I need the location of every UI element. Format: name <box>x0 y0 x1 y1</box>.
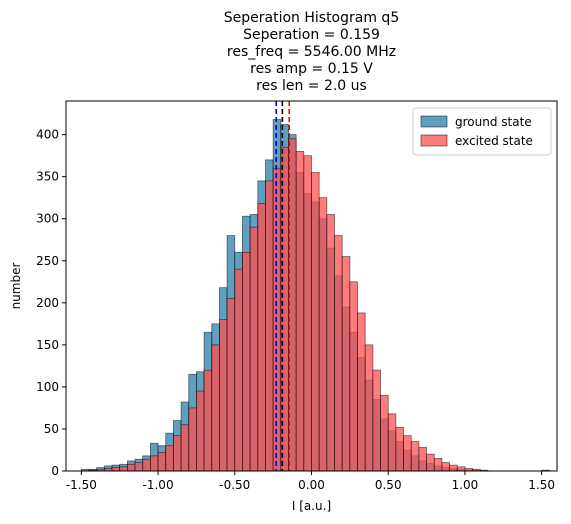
title-line-2: res_freq = 5546.00 MHz <box>227 44 396 60</box>
legend-swatch-0 <box>420 115 448 128</box>
excited-bar-35 <box>357 312 366 472</box>
excited-bar-29 <box>311 172 320 472</box>
y-tick-label-3: 150 <box>36 338 59 352</box>
x-tick-label-0: -1.50 <box>66 478 97 492</box>
excited-bar-32 <box>334 235 343 472</box>
excited-bar-28 <box>303 155 312 472</box>
excited-bar-22 <box>257 203 266 472</box>
excited-bar-47 <box>449 464 458 472</box>
excited-bar-38 <box>380 394 389 472</box>
excited-bar-16 <box>211 344 220 472</box>
excited-bar-41 <box>403 435 412 472</box>
y-tick-label-8: 400 <box>36 128 59 142</box>
excited-bar-45 <box>433 457 443 472</box>
excited-bar-20 <box>242 251 251 472</box>
excited-bar-21 <box>249 226 259 472</box>
excited-bar-7 <box>142 458 151 472</box>
title-line-3: res amp = 0.15 V <box>250 61 373 77</box>
excited-bar-13 <box>188 407 197 472</box>
excited-bar-23 <box>265 180 274 472</box>
x-tick-label-6: 1.50 <box>528 478 555 492</box>
excited-bar-46 <box>441 462 450 472</box>
excited-bar-15 <box>203 369 213 472</box>
excited-bar-5 <box>126 463 136 472</box>
excited-bar-36 <box>364 344 374 472</box>
excited-bar-18 <box>226 298 236 472</box>
legend-box <box>412 107 552 156</box>
excited-bar-17 <box>219 319 228 472</box>
excited-bar-34 <box>349 281 358 472</box>
y-tick-label-0: 0 <box>51 464 59 478</box>
y-axis-label: number <box>9 263 23 310</box>
y-tick-label-6: 300 <box>36 212 59 226</box>
excited-bar-9 <box>157 452 167 472</box>
excited-bar-6 <box>134 462 144 472</box>
y-tick-label-7: 350 <box>36 170 59 184</box>
x-axis: -1.50 -1.00 -0.50 0.00 0.50 1.00 1.50 <box>66 471 555 492</box>
excited-bar-10 <box>165 445 174 472</box>
y-tick-label-1: 50 <box>44 422 59 436</box>
excited-bar-8 <box>149 455 159 472</box>
excited-bar-48 <box>456 466 466 472</box>
x-tick-label-3: 0.00 <box>298 478 325 492</box>
mean-lines <box>275 101 291 471</box>
excited-bar-30 <box>318 197 328 472</box>
excited-bar-14 <box>196 390 205 472</box>
legend-label-1: excited state <box>455 134 533 148</box>
excited-bar-39 <box>387 413 397 472</box>
excited-bar-33 <box>341 256 351 472</box>
x-tick-label-5: 1.00 <box>452 478 479 492</box>
excited-bar-43 <box>418 447 427 472</box>
title-line-0: Seperation Histogram q5 <box>224 10 399 26</box>
legend-label-0: ground state <box>455 115 532 129</box>
excited-bar-11 <box>173 435 182 472</box>
excited-bar-12 <box>180 424 190 472</box>
legend-swatch-1 <box>420 134 448 147</box>
excited-bar-4 <box>119 466 128 472</box>
excited-bar-40 <box>395 426 404 472</box>
excited-bar-31 <box>326 214 335 472</box>
y-axis: 0 50 100 150 200 250 300 350 400 <box>36 128 66 478</box>
y-tick-label-2: 100 <box>36 380 59 394</box>
x-tick-label-1: -1.00 <box>143 478 174 492</box>
excited-bar-27 <box>295 151 305 472</box>
excited-bar-19 <box>234 268 243 472</box>
legend: ground state excited state <box>412 107 552 156</box>
excited-bar-42 <box>410 441 420 472</box>
title-line-1: Seperation = 0.159 <box>243 27 380 43</box>
excited-bar-3 <box>111 467 121 472</box>
x-tick-label-2: -0.50 <box>219 478 250 492</box>
x-tick-label-4: 0.50 <box>375 478 402 492</box>
y-tick-label-5: 250 <box>36 254 59 268</box>
y-tick-label-4: 200 <box>36 296 59 310</box>
excited-bar-37 <box>372 369 381 472</box>
excited-bar-44 <box>426 453 435 472</box>
x-axis-label: I [a.u.] <box>292 499 331 513</box>
title-line-4: res len = 2.0 us <box>256 78 367 94</box>
